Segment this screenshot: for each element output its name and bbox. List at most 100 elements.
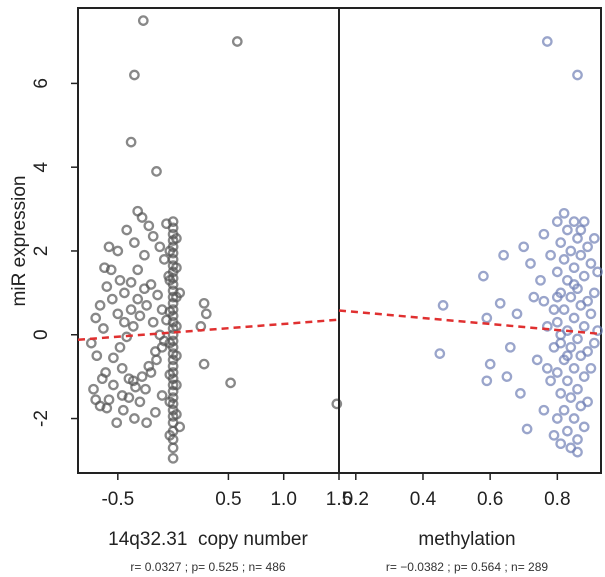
scatter-point [583,398,591,406]
right-panel: 0.2 0.4 0.6 0.8 methylation r= −0.0382 ; p=… [339,8,602,574]
scatter-point [156,243,164,251]
scatter-point [580,372,588,380]
scatter-point [503,372,511,380]
scatter-point [169,444,177,452]
y-tick-label: 6 [31,78,52,89]
scatter-point [96,301,104,309]
scatter-point [142,301,150,309]
scatter-point [590,339,598,347]
scatter-point [573,335,581,343]
left-x-ticks: -0.5 0.5 1.0 1.5 [101,473,352,510]
scatter-point [99,324,107,332]
scatter-point [118,364,126,372]
scatter-point [109,381,117,389]
scatter-point [583,243,591,251]
scatter-point [139,16,147,24]
scatter-point [587,364,595,372]
scatter-point [127,305,135,313]
left-plot-frame [78,8,339,473]
scatter-point [573,234,581,242]
scatter-point [540,297,548,305]
scatter-point [583,347,591,355]
scatter-point [89,385,97,393]
x-tick-label: 0.6 [477,489,503,510]
scatter-point [543,364,551,372]
scatter-point [573,435,581,443]
scatter-point [526,259,534,267]
scatter-point [233,37,241,45]
y-tick-label: -2 [31,410,52,427]
scatter-point [540,230,548,238]
scatter-point [520,243,528,251]
scatter-point [134,295,142,303]
x-tick-label: 0.4 [410,489,437,510]
scatter-point [553,268,561,276]
scatter-point [560,305,568,313]
scatter-point [145,222,153,230]
scatter-point [496,299,504,307]
scatter-point [499,251,507,259]
scatter-point [108,295,116,303]
left-stats: r= 0.0327 ; p= 0.525 ; n= 486 [130,560,285,574]
scatter-point [142,419,150,427]
x-tick-label: 1.0 [270,489,296,510]
scatter-point [113,419,121,427]
y-tick-label: 4 [31,161,52,172]
scatter-point [138,213,146,221]
left-regression-line [78,320,339,340]
scatter-point [553,217,561,225]
scatter-point [109,354,117,362]
scatter-point [580,423,588,431]
right-stats: r= −0.0382 ; p= 0.564 ; n= 289 [386,560,548,574]
scatter-point [573,71,581,79]
scatter-point [119,406,127,414]
scatter-point [546,377,554,385]
scatter-point [87,339,95,347]
x-tick-label: 0.2 [343,489,369,510]
scatter-point [103,282,111,290]
scatter-point [587,259,595,267]
x-tick-label: 0.5 [215,489,241,510]
scatter-point [590,234,598,242]
scatter-point [130,71,138,79]
scatter-point [439,301,447,309]
scatter-point [573,385,581,393]
scatter-point [573,448,581,456]
scatter-point [557,238,565,246]
scatter-point [533,356,541,364]
scatter-point [149,232,157,240]
scatter-point [577,251,585,259]
scatter-point [567,343,575,351]
scatter-point [92,396,100,404]
scatter-point [513,310,521,318]
scatter-point [553,368,561,376]
scatter-point [560,255,568,263]
scatter-point [160,255,168,263]
right-points [436,37,602,456]
scatter-point [550,305,558,313]
scatter-point [580,217,588,225]
scatter-point [567,393,575,401]
y-tick-label: 2 [31,246,52,257]
scatter-point [151,408,159,416]
x-tick-label: -0.5 [101,489,134,510]
scatter-point [570,314,578,322]
scatter-point [105,396,113,404]
scatter-point [486,360,494,368]
scatter-point [141,385,149,393]
scatter-point [114,247,122,255]
scatter-point [553,318,561,326]
scatter-point [136,312,144,320]
scatter-point [152,167,160,175]
scatter-point [523,425,531,433]
scatter-point [516,389,524,397]
scatter-point [200,360,208,368]
left-x-axis-label: 14q32.31 copy number [108,529,308,550]
scatter-point [140,285,148,293]
scatter-point [92,314,100,322]
scatter-point [580,322,588,330]
left-y-axis-label: miR expression [9,176,30,307]
scatter-point [557,440,565,448]
scatter-point [123,226,131,234]
